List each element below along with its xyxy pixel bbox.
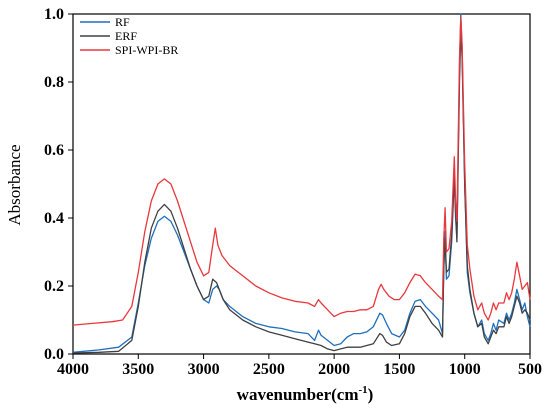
x-axis-label-main: wavenumber(cm xyxy=(237,385,359,404)
x-tick-label: 3000 xyxy=(188,361,220,378)
y-tick-label: 0.0 xyxy=(44,346,64,363)
x-tick-label: 1000 xyxy=(449,361,481,378)
x-tick-label: 4000 xyxy=(57,361,89,378)
series-line-erf xyxy=(72,30,531,354)
x-tick-label: 1500 xyxy=(383,361,415,378)
legend-label: SPI-WPI-BR xyxy=(115,43,178,57)
legend-label: RF xyxy=(115,15,130,29)
x-tick-label: 2500 xyxy=(253,361,285,378)
y-tick-label: 0.6 xyxy=(44,142,64,159)
y-tick-label: 1.0 xyxy=(44,6,64,23)
series-layer xyxy=(72,13,531,354)
x-tick-label: 500 xyxy=(518,361,542,378)
y-axis-label: Absorbance xyxy=(5,144,24,225)
series-line-spi-wpi-br xyxy=(72,16,531,326)
plot-frame xyxy=(72,13,531,355)
x-tick-label: 2000 xyxy=(318,361,350,378)
axes: 4000 3500 3000 2500 2000 1500 1000 500 0.0 0.2 0.4… xyxy=(44,6,542,378)
y-tick-label: 0.8 xyxy=(44,74,64,91)
x-axis-label-close: ) xyxy=(368,385,374,404)
legend-label: ERF xyxy=(115,29,137,43)
x-tick-label: 3500 xyxy=(122,361,154,378)
y-tick-label: 0.2 xyxy=(44,278,64,295)
x-axis-label: wavenumber(cm-1) xyxy=(237,384,374,404)
y-tick-label: 0.4 xyxy=(44,210,64,227)
x-axis-label-superscript: -1 xyxy=(358,384,367,396)
